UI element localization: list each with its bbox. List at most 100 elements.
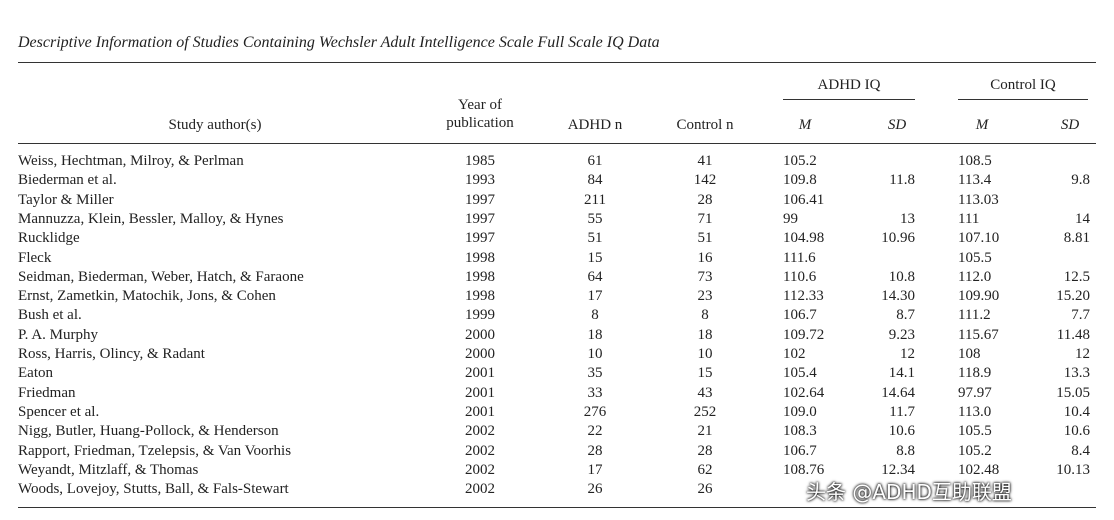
table-cell: 10.4 xyxy=(1063,403,1090,420)
table-cell: 1985 xyxy=(465,153,495,169)
table-cell: Friedman xyxy=(18,384,76,401)
table-cell: 112.33 xyxy=(783,288,824,305)
table-cell: Nigg, Butler, Huang-Pollock, & Henderson xyxy=(18,423,279,440)
table-cell: Biederman et al. xyxy=(18,172,117,189)
table-cell: 43 xyxy=(697,384,713,401)
table-cell: 111.6 xyxy=(783,249,816,266)
group-rule xyxy=(958,99,1088,100)
table-cell: 109.0 xyxy=(783,403,817,420)
table-cell: 2000 xyxy=(465,346,495,362)
table-cell: 113.0 xyxy=(958,403,992,420)
table-cell: Ross, Harris, Olincy, & Radant xyxy=(18,346,205,362)
table-cell: 111 xyxy=(958,210,980,227)
table-cell: 118.9 xyxy=(958,365,992,382)
table-cell: 8.8 xyxy=(896,442,915,459)
table-cell: 107.10 xyxy=(958,230,1000,247)
table-cell: 11.48 xyxy=(1056,326,1090,343)
table-cell: 276 xyxy=(583,403,607,420)
table-cell: 105.5 xyxy=(958,249,992,266)
table-cell: 8.7 xyxy=(896,307,915,324)
table-cell: 106.7 xyxy=(783,307,817,324)
table-cell: Rapport, Friedman, Tzelepsis, & Van Voor… xyxy=(18,442,292,459)
table-cell: 15.20 xyxy=(1056,288,1090,305)
table-cell: 102.64 xyxy=(783,384,825,401)
table-cell: Spencer et al. xyxy=(18,403,100,420)
table-cell: 15 xyxy=(587,249,603,266)
table-cell: 109.8 xyxy=(783,172,817,189)
table-cell: Eaton xyxy=(18,365,53,382)
table-cell: Ernst, Zametkin, Matochik, Jons, & Cohen xyxy=(18,288,276,305)
table-cell: 1997 xyxy=(465,230,495,247)
table-cell: 113.03 xyxy=(958,191,999,208)
table-cell: 142 xyxy=(693,172,717,189)
table-cell: 108.76 xyxy=(783,461,825,478)
table-cell: 1999 xyxy=(465,307,495,324)
table-cell: 18 xyxy=(697,326,713,343)
table-cell: 106.41 xyxy=(783,191,825,208)
table-cell: Mannuzza, Klein, Bessler, Malloy, & Hyne… xyxy=(18,210,284,227)
table-cell: 105.2 xyxy=(958,442,992,459)
table-cell: 1998 xyxy=(465,288,495,305)
table-cell: 2001 xyxy=(465,384,495,401)
table-cell: 13.3 xyxy=(1063,365,1090,382)
table-cell: 26 xyxy=(587,481,603,498)
table-cell: 12.34 xyxy=(881,461,915,478)
table-cell: 17 xyxy=(587,288,603,305)
table-cell: 10 xyxy=(587,346,603,362)
table-cell: Weiss, Hechtman, Milroy, & Perlman xyxy=(18,153,244,169)
table-cell: 10.13 xyxy=(1056,461,1090,478)
table-cell: 108 xyxy=(958,346,981,362)
header-cell: SD xyxy=(1060,117,1080,133)
table-cell: 211 xyxy=(584,191,606,208)
table-cell: 8 xyxy=(701,307,709,324)
table-cell: 7.7 xyxy=(1071,307,1090,324)
table-cell: 252 xyxy=(693,403,717,420)
table-cell: 105.2 xyxy=(783,153,817,169)
header-cell: Study author(s) xyxy=(168,117,262,133)
table-cell: 108.3 xyxy=(783,423,817,440)
table-cell: 35 xyxy=(587,365,603,382)
table-cell: 1997 xyxy=(465,191,495,208)
table-cell: 1993 xyxy=(465,172,495,189)
table-cell: 111.2 xyxy=(958,307,991,324)
table-cell: 112.0 xyxy=(958,268,992,285)
table-title: Descriptive Information of Studies Conta… xyxy=(18,34,660,51)
table-cell: 61 xyxy=(587,153,603,169)
table-cell: 10.8 xyxy=(888,268,915,285)
table-cell: 106.7 xyxy=(783,442,817,459)
table-cell: 71 xyxy=(697,210,713,227)
header-cell: M xyxy=(975,117,989,133)
table-cell: 18 xyxy=(587,326,603,343)
table-cell: Woods, Lovejoy, Stutts, Ball, & Fals-Ste… xyxy=(18,481,289,498)
table-cell: 2002 xyxy=(465,461,495,478)
table-cell: 2001 xyxy=(465,365,495,382)
table-cell: 26 xyxy=(697,481,713,498)
table-cell: 12 xyxy=(900,346,915,362)
table-cell: 104.98 xyxy=(783,230,825,247)
table-cell: 51 xyxy=(587,230,603,247)
table-cell: 102 xyxy=(783,346,806,362)
table-cell: Rucklidge xyxy=(18,230,80,247)
table-cell: 64 xyxy=(587,268,603,285)
table-cell: Weyandt, Mitzlaff, & Thomas xyxy=(18,461,199,478)
watermark: 头条 @ADHD互助联盟 xyxy=(806,480,1012,504)
header-cell: Control IQ xyxy=(990,77,1056,93)
table-cell: 110.6 xyxy=(783,268,817,285)
table-cell: 105.4 xyxy=(783,365,817,382)
table-cell: 14.64 xyxy=(881,384,915,401)
header-rule xyxy=(18,143,1096,144)
table-cell: 12.5 xyxy=(1063,268,1090,285)
table-cell: 108.5 xyxy=(958,153,992,169)
table-cell: Bush et al. xyxy=(18,307,82,324)
table-cell: 28 xyxy=(697,191,713,208)
table-cell: 10.6 xyxy=(888,423,915,440)
table-cell: 8.81 xyxy=(1063,230,1090,247)
table-cell: 16 xyxy=(697,249,713,266)
table-cell: 10 xyxy=(697,346,713,362)
table-cell: 8 xyxy=(591,307,599,324)
table-cell: 23 xyxy=(697,288,713,305)
table-cell: 14.1 xyxy=(888,365,915,382)
table-cell: 109.90 xyxy=(958,288,1000,305)
table-cell: Taylor & Miller xyxy=(18,191,114,208)
table-cell: 84 xyxy=(587,172,603,189)
